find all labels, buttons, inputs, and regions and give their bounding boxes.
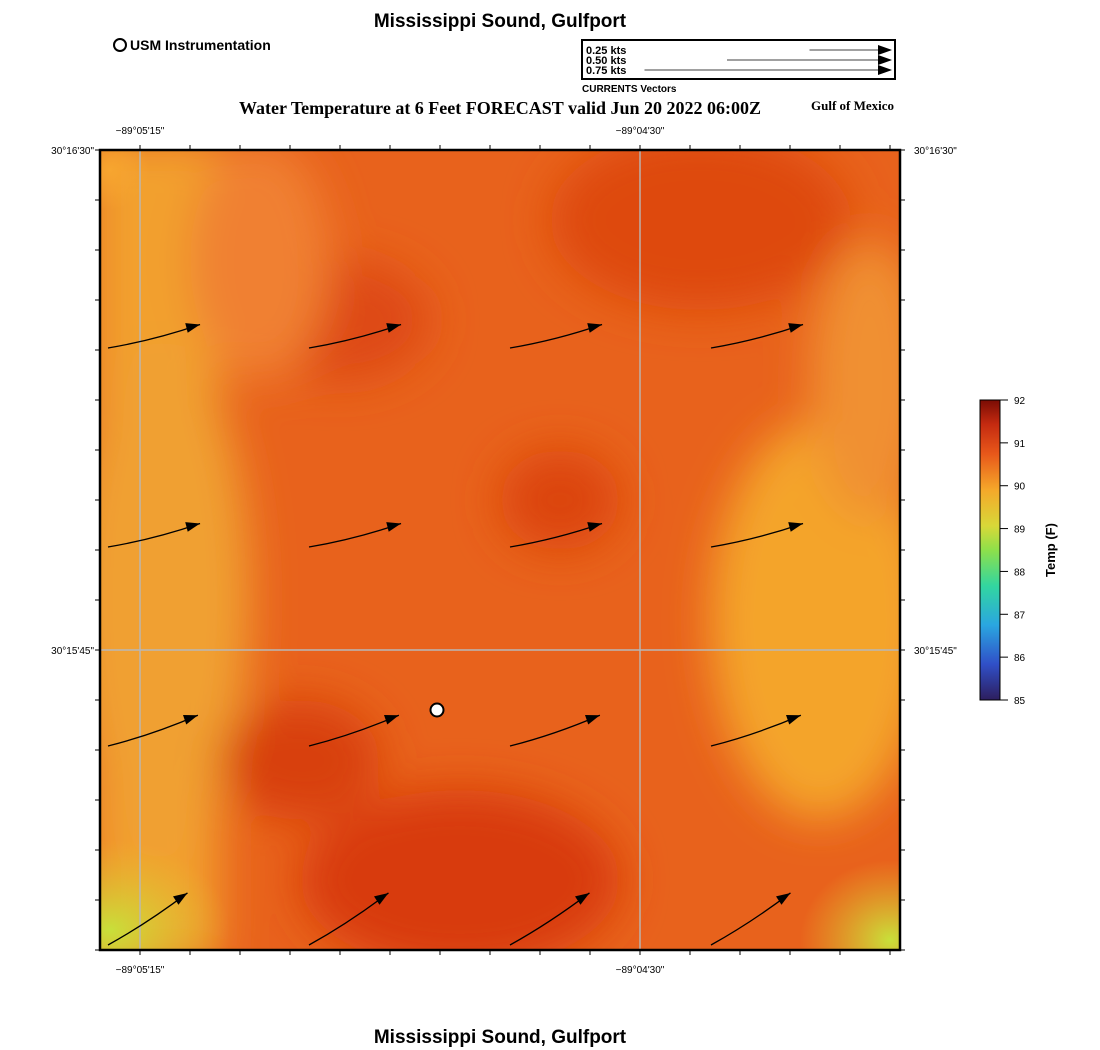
- arrowhead-icon: [786, 715, 801, 725]
- arrowhead-icon: [575, 892, 590, 905]
- region-label: Gulf of Mexico: [811, 98, 895, 113]
- frame-ticks: [95, 145, 905, 955]
- vector-legend-caption: CURRENTS Vectors: [582, 84, 677, 95]
- vector-legend-label: 0.25 kts: [586, 45, 626, 57]
- colorbar-label: Temp (F): [1043, 523, 1058, 577]
- temperature-field: [100, 150, 900, 950]
- colorbar-tick-label: 89: [1014, 525, 1026, 536]
- arrowhead-icon: [878, 65, 892, 75]
- current-vectors: [107, 323, 804, 946]
- arrowhead-icon: [384, 715, 399, 725]
- lat-tick-label: 30°16'30": [914, 146, 957, 157]
- arrowhead-icon: [185, 522, 201, 532]
- lat-tick-label: 30°15'45": [51, 646, 94, 657]
- map-gridlines: [100, 150, 900, 950]
- arrowhead-icon: [173, 892, 188, 905]
- arrowhead-icon: [185, 323, 201, 333]
- arrowhead-icon: [878, 55, 892, 65]
- axis-labels: −89°05'15" −89°04'30" −89°05'15" −89°04'…: [51, 126, 957, 976]
- open-circle-icon: [113, 38, 127, 52]
- arrowhead-icon: [386, 323, 402, 333]
- lon-tick-label: −89°04'30": [616, 965, 665, 976]
- footer-title: Mississippi Sound, Gulfport: [373, 1027, 627, 1048]
- arrowhead-icon: [878, 45, 892, 55]
- arrowhead-icon: [386, 522, 402, 532]
- vector-legend-label: 0.75 kts: [586, 65, 626, 77]
- arrowhead-icon: [587, 522, 603, 532]
- arrowhead-icon: [585, 715, 600, 725]
- arrowhead-icon: [788, 323, 804, 333]
- station-legend-label: USM Instrumentation: [130, 37, 271, 53]
- lat-tick-label: 30°15'45": [914, 646, 957, 657]
- lon-tick-label: −89°05'15": [116, 126, 165, 137]
- colorbar: 92 91 90 89 88 87 86 85 Temp (F): [979, 396, 1058, 707]
- arrowhead-icon: [788, 522, 804, 532]
- colorbar-tick-label: 87: [1014, 610, 1026, 621]
- colorbar-tick-label: 88: [1014, 567, 1026, 578]
- map-subtitle: Water Temperature at 6 Feet FORECAST val…: [239, 98, 761, 118]
- arrowhead-icon: [183, 715, 198, 725]
- lon-tick-label: −89°05'15": [116, 965, 165, 976]
- colorbar-tick-label: 86: [1014, 653, 1026, 664]
- map-title: Mississippi Sound, Gulfport: [373, 11, 627, 32]
- station-marker[interactable]: [429, 702, 445, 718]
- lon-tick-label: −89°04'30": [616, 126, 665, 137]
- colorbar-tick-label: 90: [1014, 482, 1026, 493]
- colorbar-tick-label: 91: [1014, 439, 1026, 450]
- colorbar-tick-label: 92: [1014, 396, 1026, 407]
- station-legend: USM Instrumentation: [113, 37, 271, 53]
- colorbar-tick-label: 85: [1014, 696, 1026, 707]
- arrowhead-icon: [587, 323, 603, 333]
- lat-tick-label: 30°16'30": [51, 146, 94, 157]
- arrowhead-icon: [374, 892, 389, 905]
- vector-legend-label: 0.50 kts: [586, 55, 626, 67]
- arrowhead-icon: [776, 892, 791, 905]
